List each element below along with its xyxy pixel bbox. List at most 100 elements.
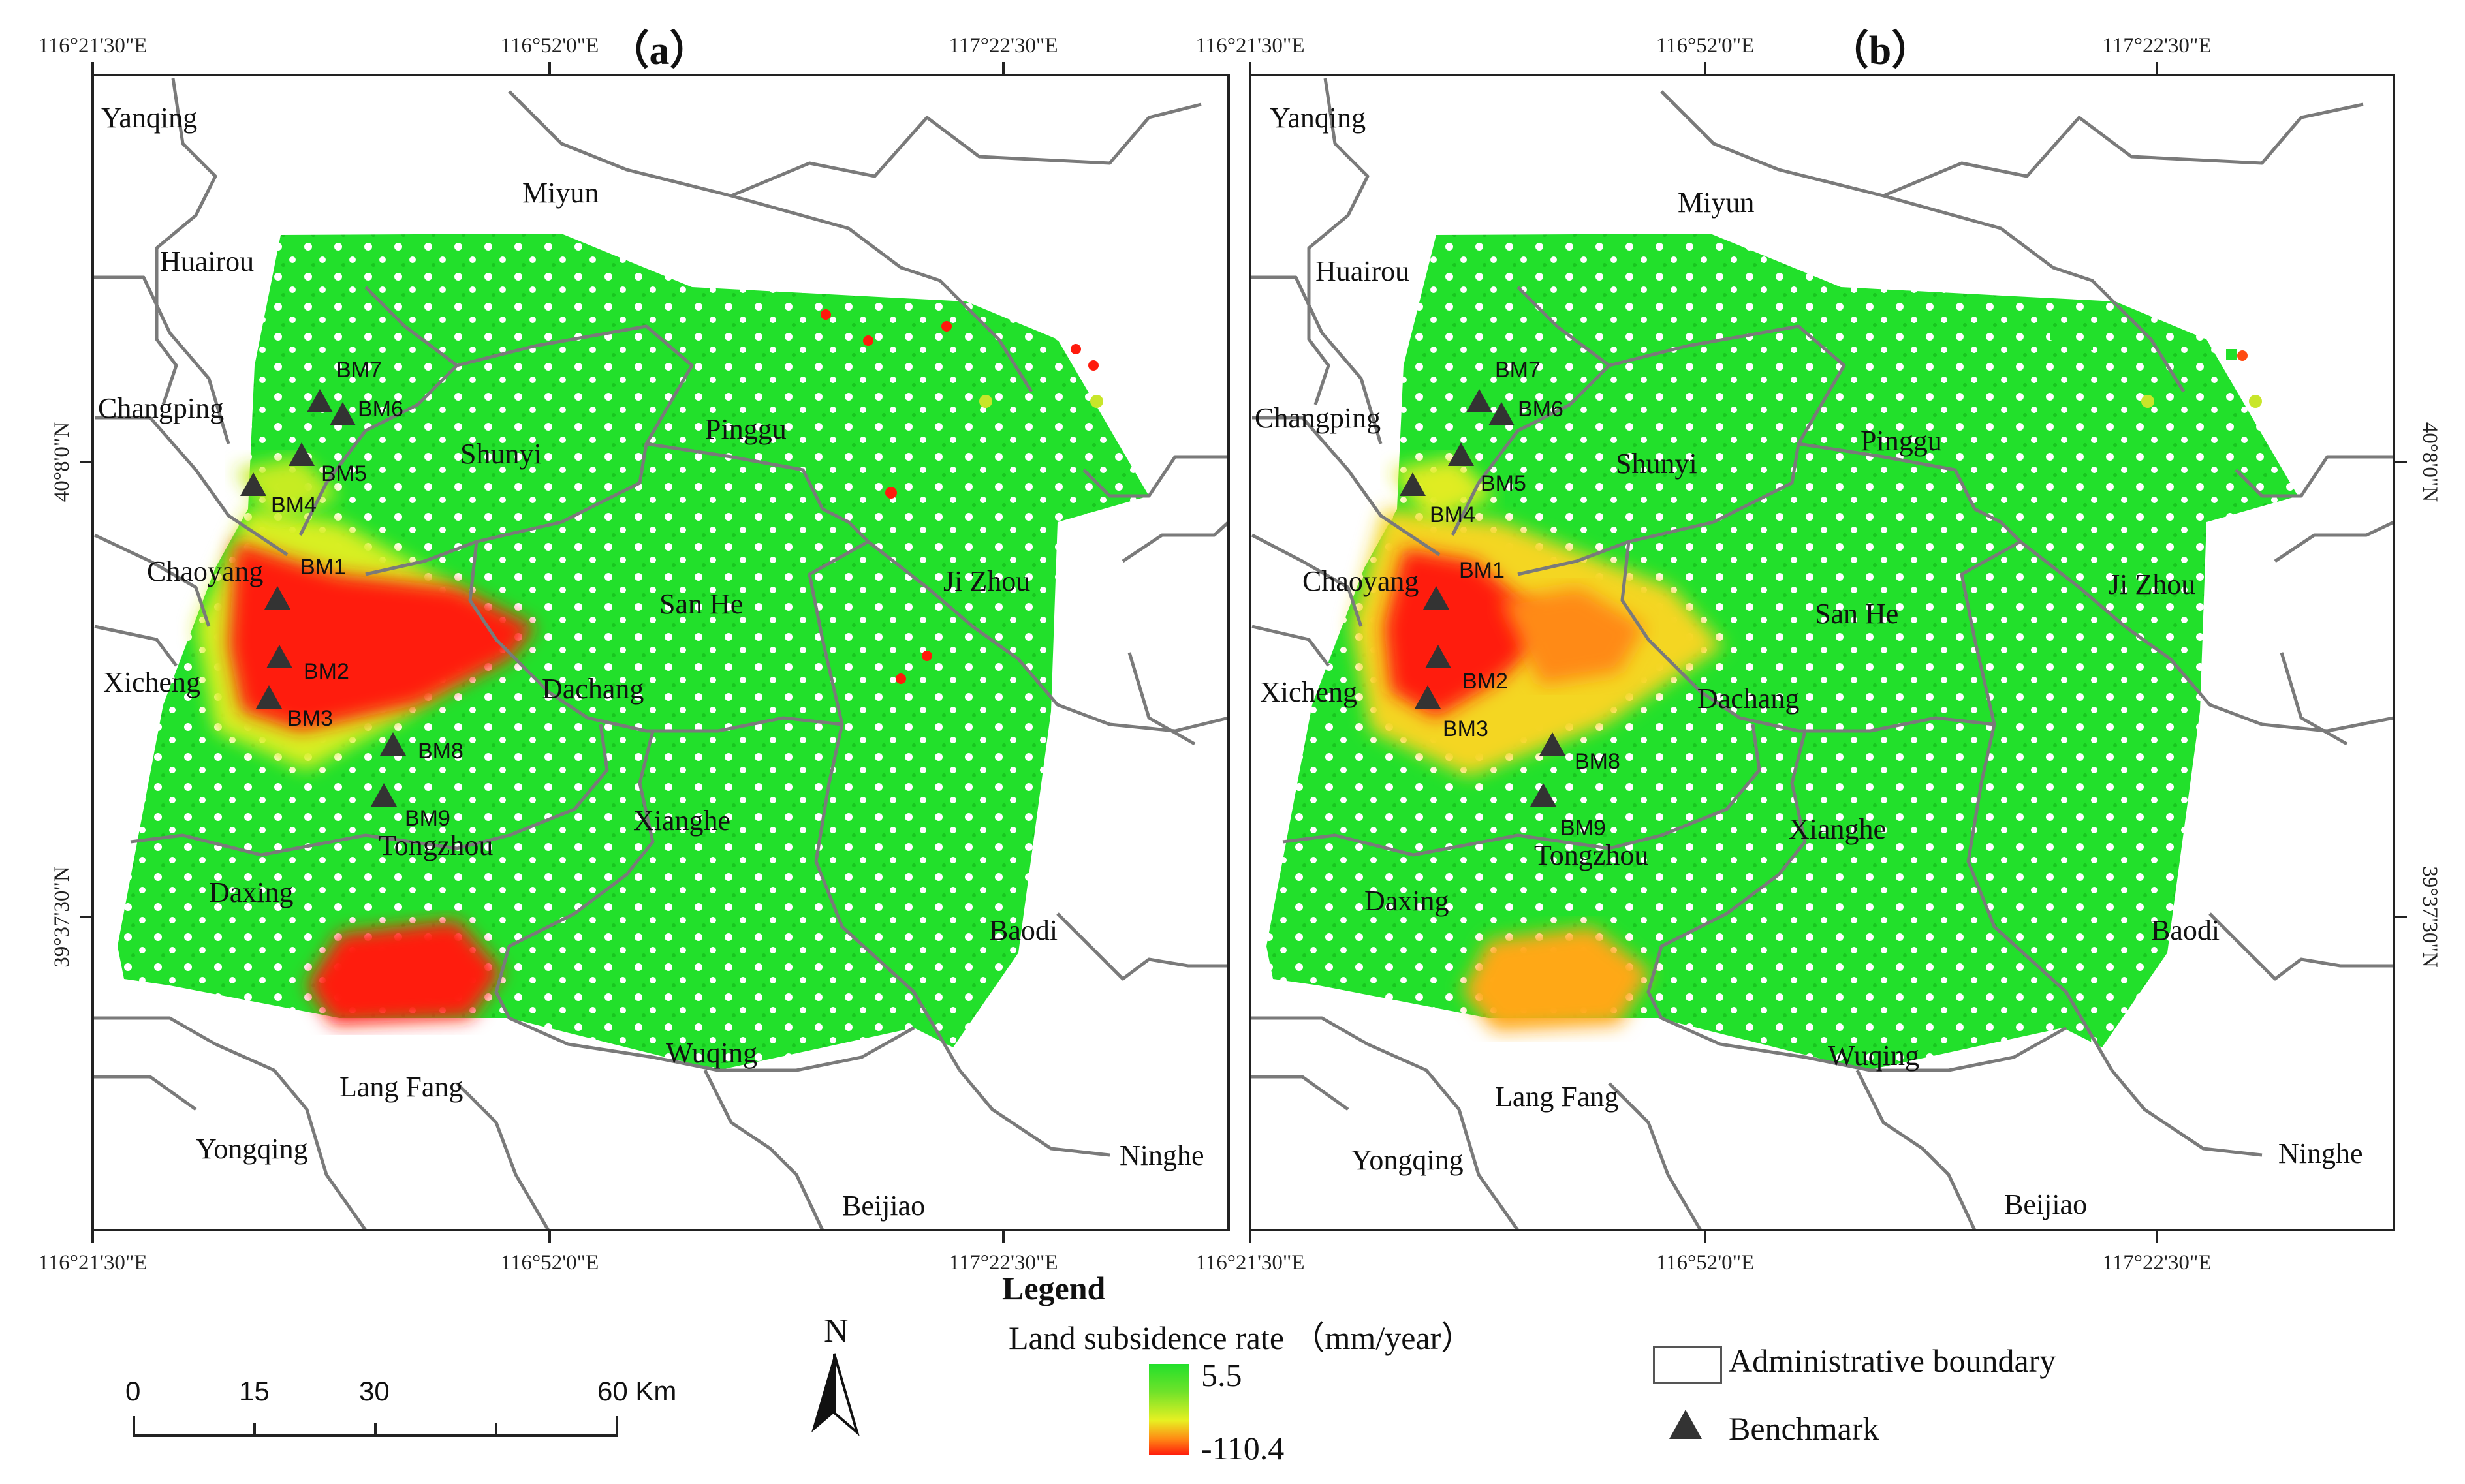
place-label: Huairou xyxy=(160,245,254,277)
benchmark-icon xyxy=(240,472,266,496)
benchmark-icon xyxy=(1466,389,1492,412)
benchmark-icon xyxy=(380,732,406,756)
place-label: Changping xyxy=(1255,402,1381,434)
panel-a-bottom-tick-1: 116°21'30"E xyxy=(38,1251,147,1275)
legend-max-value: 5.5 xyxy=(1201,1357,1242,1393)
place-label: Tongzhou xyxy=(1534,839,1648,871)
place-label: Chaoyang xyxy=(1302,565,1419,597)
benchmark-label: BM2 xyxy=(1462,669,1508,694)
place-label: Shunyi xyxy=(460,438,542,470)
benchmark-label: BM6 xyxy=(1518,397,1563,422)
place-label: Yanqing xyxy=(1270,102,1366,134)
place-label: Wuqing xyxy=(666,1037,757,1069)
benchmark-icon xyxy=(1425,645,1451,668)
place-label: Xicheng xyxy=(103,666,200,698)
panel-b-subsidence-coverage xyxy=(1266,234,2298,1070)
legend-min-value: -110.4 xyxy=(1201,1430,1285,1466)
legend-benchmark-label: Benchmark xyxy=(1729,1410,1879,1447)
panel-a-bottom-tick-3: 117°22'30"E xyxy=(949,1251,1058,1275)
place-label: Beijiao xyxy=(2004,1188,2087,1220)
benchmark-label: BM9 xyxy=(1560,816,1606,841)
benchmark-label: BM6 xyxy=(358,397,403,422)
panel-a-benchmarks: BM1 BM2 BM3 BM4 BM5 BM6 BM7 BM8 BM9 xyxy=(240,358,463,831)
panel-b-top-tick-2: 116°52'0"E xyxy=(1656,34,1755,57)
place-label: San He xyxy=(659,588,743,620)
panel-b-place-labels: Yanqing Miyun Huairou Changping Shunyi P… xyxy=(1255,102,2363,1220)
benchmark-icon xyxy=(289,442,315,466)
place-label: Yongqing xyxy=(1351,1144,1464,1176)
panel-a-left-tick-1: 40°8'0"N xyxy=(50,422,74,502)
panel-a-top-tick-2: 116°52'0"E xyxy=(501,34,599,57)
benchmark-label: BM9 xyxy=(405,806,450,831)
benchmark-icon xyxy=(1539,732,1565,756)
benchmark-label: BM1 xyxy=(300,555,346,580)
benchmark-icon xyxy=(1488,402,1515,425)
place-label: Ji Zhou xyxy=(943,565,1030,597)
place-label: Dachang xyxy=(542,673,644,705)
panel-a-title: （a） xyxy=(608,27,710,73)
panel-a-place-labels: Yanqing Miyun Huairou Changping Shunyi P… xyxy=(98,102,1204,1222)
panel-b-benchmarks: BM1 BM2 BM3 BM4 BM5 BM6 BM7 BM8 BM9 xyxy=(1400,358,1620,841)
place-label: Tongzhou xyxy=(379,829,493,861)
place-label: Wuqing xyxy=(1828,1040,1919,1072)
benchmark-label: BM8 xyxy=(1575,749,1620,774)
legend-boundary-label: Administrative boundary xyxy=(1729,1342,2056,1379)
benchmark-label: BM3 xyxy=(1443,717,1488,741)
scale-label-60: 60 Km xyxy=(597,1376,677,1406)
benchmark-label: BM5 xyxy=(1481,471,1526,496)
scale-label-0: 0 xyxy=(125,1376,141,1406)
benchmark-icon xyxy=(1530,783,1556,807)
scale-label-15: 15 xyxy=(239,1376,270,1406)
benchmark-icon xyxy=(1423,586,1449,610)
place-label: Shunyi xyxy=(1616,448,1697,480)
benchmark-label: BM4 xyxy=(1430,502,1475,527)
place-label: Pinggu xyxy=(1861,425,1942,457)
panel-a-admin-boundaries xyxy=(93,78,1230,1231)
panel-b-bottom-tick-3: 117°22'30"E xyxy=(2102,1251,2211,1275)
scale-label-30: 30 xyxy=(359,1376,390,1406)
panel-b-top-tick-1: 116°21'30"E xyxy=(1195,34,1304,57)
benchmark-label: BM4 xyxy=(271,493,317,518)
place-label: Ji Zhou xyxy=(2109,568,2195,600)
benchmark-icon xyxy=(266,645,292,668)
scale-bar xyxy=(133,1416,618,1437)
panel-b-right-tick-1: 40°8'0"N xyxy=(2418,422,2441,502)
place-label: Miyun xyxy=(1678,187,1754,219)
benchmark-icon xyxy=(264,586,290,610)
panel-a-bottom-tick-2: 116°52'0"E xyxy=(501,1251,599,1275)
legend-rate-label: Land subsidence rate （mm/year） xyxy=(1009,1320,1474,1356)
color-ramp xyxy=(1149,1364,1189,1455)
north-arrow-icon xyxy=(811,1354,834,1432)
place-label: Ninghe xyxy=(1120,1139,1204,1171)
north-arrow xyxy=(811,1353,860,1436)
benchmark-label: BM5 xyxy=(321,461,367,486)
place-label: Xicheng xyxy=(1260,676,1357,708)
north-label: N xyxy=(824,1312,849,1350)
panel-b-title: （b） xyxy=(1829,27,1932,73)
place-label: San He xyxy=(1815,598,1898,630)
benchmark-legend-icon xyxy=(1669,1410,1702,1439)
place-label: Huairou xyxy=(1315,255,1409,287)
panel-a-left-tick-2: 39°37'30"N xyxy=(50,866,74,968)
place-label: Dachang xyxy=(1697,683,1799,715)
panel-a-map xyxy=(91,74,1230,1231)
benchmark-icon xyxy=(330,402,356,425)
place-label: Lang Fang xyxy=(339,1071,463,1103)
place-label: Daxing xyxy=(1364,885,1449,917)
panel-b-bottom-tick-1: 116°21'30"E xyxy=(1195,1251,1304,1275)
benchmark-label: BM3 xyxy=(287,706,333,731)
place-label: Yanqing xyxy=(101,102,197,134)
place-label: Miyun xyxy=(522,177,599,209)
place-label: Baodi xyxy=(2151,914,2220,946)
panel-b-admin-boundaries xyxy=(1250,78,2395,1231)
place-label: Daxing xyxy=(209,876,294,908)
benchmark-label: BM7 xyxy=(336,358,382,382)
place-label: Yongqing xyxy=(196,1133,308,1165)
panel-b-top-tick-3: 117°22'30"E xyxy=(2102,34,2211,57)
tick-marks xyxy=(80,62,2407,1243)
place-label: Pinggu xyxy=(705,413,787,445)
place-label: Ninghe xyxy=(2278,1137,2363,1169)
benchmark-icon xyxy=(371,783,397,807)
